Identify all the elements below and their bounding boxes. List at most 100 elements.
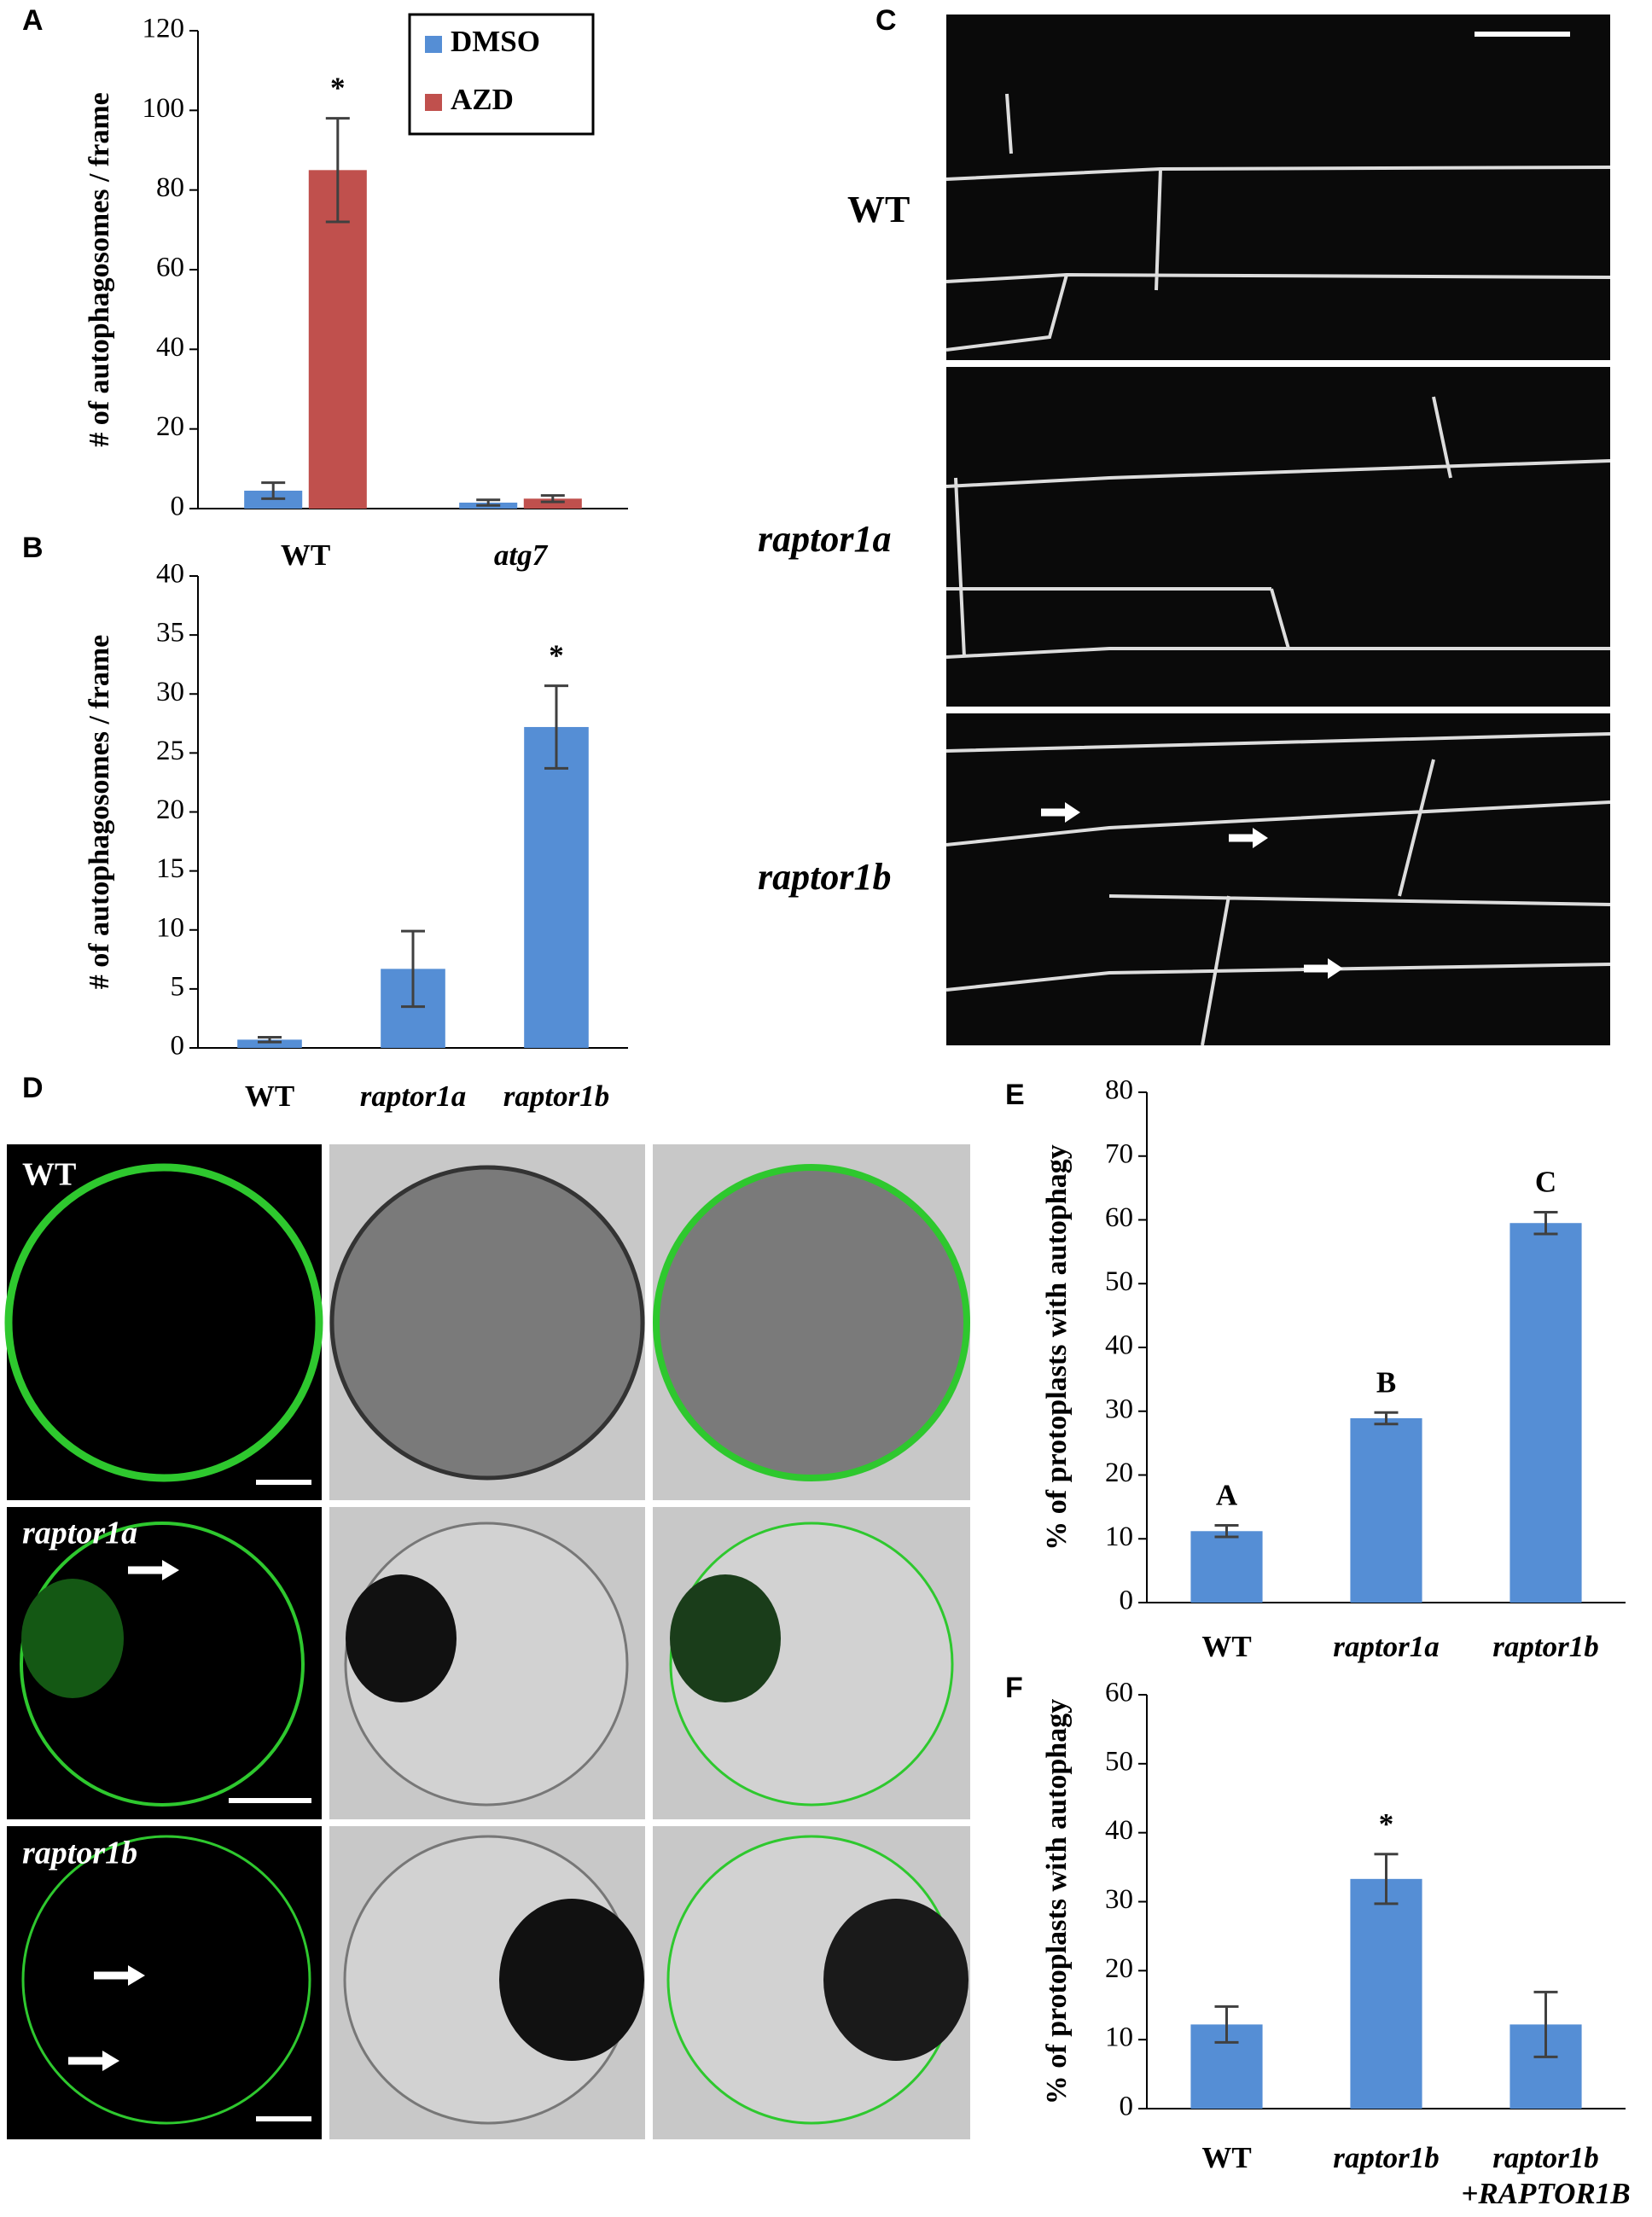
protoplast [329, 1165, 645, 1481]
annotation: * [1379, 1807, 1394, 1841]
y-tick-label: 100 [143, 93, 185, 124]
y-tick-label: 30 [1105, 1394, 1133, 1424]
annotation: * [549, 639, 564, 672]
error-bar [1374, 1411, 1399, 1426]
error-bar [1374, 1853, 1399, 1906]
x-tick-label: raptor1a [1333, 1630, 1439, 1663]
bar [1350, 1878, 1422, 2109]
y-tick-label: 50 [1105, 1746, 1133, 1777]
y-axis-label: % of protoplasts with autophagy [1041, 1144, 1073, 1550]
cell-walls [945, 396, 1611, 659]
y-tick-label: 60 [1105, 1678, 1133, 1708]
chloroplast-cluster [346, 1574, 457, 1702]
y-tick-label: 40 [1105, 1330, 1133, 1361]
y-axis-label: # of autophagosomes / frame [84, 92, 115, 447]
panel-d-images [4, 1144, 970, 2139]
y-tick-label: 20 [1105, 1458, 1133, 1488]
protoplast [21, 1835, 311, 2125]
y-tick-label: 80 [156, 172, 184, 203]
panel-c-images [945, 15, 1611, 1046]
x-tick-label: WT [245, 1079, 294, 1113]
error-bar [261, 481, 286, 500]
annotation: * [330, 72, 346, 105]
annotation: C [1535, 1166, 1556, 1199]
y-axis-label: % of protoplasts with autophagy [1041, 1699, 1073, 2104]
panel-letter: D [22, 1072, 44, 1104]
x-tick-label: raptor1b +RAPTOR1B [1461, 2141, 1630, 2210]
cell-walls [945, 93, 1611, 352]
y-tick-label: 5 [171, 971, 185, 1002]
annotation: A [1216, 1479, 1238, 1512]
arrow-shaft [1041, 808, 1328, 973]
micrograph [946, 367, 1610, 707]
chloroplast-cluster [823, 1899, 969, 2061]
y-tick-label: 20 [1105, 1953, 1133, 1984]
image-label: raptor1a [22, 1516, 137, 1551]
error-bar [325, 117, 350, 224]
y-tick-label: 0 [171, 492, 185, 522]
bar [237, 1039, 302, 1048]
legend-label: AZD [451, 83, 514, 116]
bar [1509, 1223, 1582, 1603]
x-tick-label: raptor1a [360, 1079, 466, 1113]
y-tick-label: 30 [1105, 1884, 1133, 1915]
y-tick-label: 120 [143, 14, 185, 44]
y-tick-label: 0 [1120, 1586, 1134, 1616]
error-bar [540, 494, 565, 503]
panel-letter: B [22, 532, 44, 564]
annotation: B [1376, 1365, 1396, 1399]
legend-box [408, 13, 595, 136]
error-bar [1214, 2005, 1239, 2044]
micrograph [946, 713, 1610, 1045]
y-tick-label: 40 [156, 559, 184, 590]
bar [308, 170, 367, 509]
error-bar [258, 1036, 282, 1044]
protoplast [4, 1163, 323, 1482]
micrograph [7, 1144, 322, 1500]
error-bar [476, 498, 501, 507]
y-tick-label: 0 [1120, 2092, 1134, 2122]
y-tick-label: 35 [156, 618, 184, 649]
y-tick-label: 25 [156, 736, 184, 766]
chloroplast-cluster [21, 1579, 124, 1698]
legend-swatch [425, 94, 442, 111]
x-tick-label: WT [281, 538, 330, 572]
protoplast [20, 1522, 305, 1807]
y-tick-label: 40 [156, 332, 184, 363]
panel-letter: E [1005, 1079, 1025, 1111]
y-tick-label: 20 [156, 411, 184, 442]
y-tick-label: 60 [156, 253, 184, 283]
legend-swatch [425, 36, 442, 53]
error-bar [1533, 1211, 1558, 1236]
image-label: raptor1b [758, 856, 891, 898]
legend-label: DMSO [451, 25, 540, 58]
image-label: WT [22, 1157, 76, 1193]
y-tick-label: 50 [1105, 1266, 1133, 1297]
y-tick-label: 20 [156, 794, 184, 825]
chloroplast-cluster [670, 1574, 781, 1702]
x-tick-label-line: raptor1b [1492, 2141, 1598, 2174]
y-tick-label: 0 [171, 1031, 185, 1062]
y-tick-label: 15 [156, 853, 184, 884]
bar [1350, 1417, 1422, 1603]
panel-letter: A [22, 4, 44, 37]
micrograph [946, 15, 1610, 360]
y-tick-label: 10 [1105, 2022, 1133, 2053]
x-tick-label: raptor1b [503, 1079, 609, 1113]
y-axis-label: # of autophagosomes / frame [84, 635, 115, 990]
y-tick-label: 60 [1105, 1202, 1133, 1233]
panel-letter: C [875, 4, 897, 37]
panel-letter: F [1005, 1672, 1023, 1704]
x-tick-label: raptor1b [1333, 2141, 1439, 2174]
y-tick-label: 10 [1105, 1522, 1133, 1552]
x-tick-label: WT [1201, 2141, 1251, 2174]
bar [1190, 1531, 1263, 1603]
error-bar [401, 929, 425, 1009]
arrow-shaft [68, 1566, 162, 2065]
micrograph [7, 1826, 322, 2139]
error-bar [1533, 1990, 1558, 2058]
bar [524, 726, 589, 1048]
x-tick-label: WT [1201, 1630, 1251, 1663]
protoplast [653, 1164, 970, 1481]
